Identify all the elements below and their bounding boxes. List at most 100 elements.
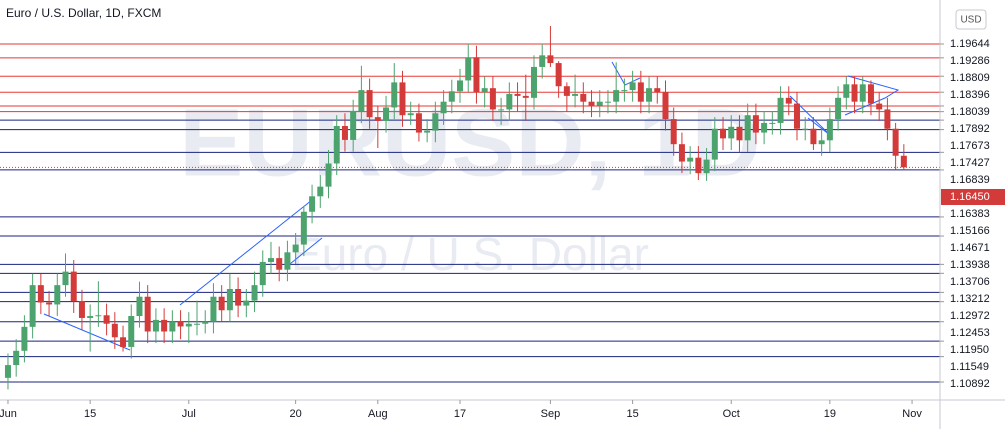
candle-body: [580, 93, 587, 102]
candle-body: [662, 92, 669, 120]
y-tick-label: 1.16383: [950, 208, 990, 220]
candle-body: [432, 113, 439, 131]
y-tick-label: 1.12972: [950, 310, 990, 322]
candle-body: [424, 130, 431, 133]
candle-body: [835, 97, 842, 120]
candle-body: [489, 88, 496, 110]
candle-body: [202, 321, 209, 324]
candle-body: [383, 107, 390, 122]
candle-body: [333, 126, 340, 164]
candle-body: [711, 128, 718, 160]
candle-body: [465, 57, 472, 81]
currency-label[interactable]: USD: [960, 15, 981, 26]
y-tick-label: 1.15166: [950, 225, 990, 237]
candle-body: [259, 261, 266, 286]
last-price-label: 1.16450: [950, 191, 990, 203]
candle-body: [29, 285, 36, 327]
candle-body: [621, 90, 628, 92]
candle-body: [169, 321, 176, 332]
x-tick-label: 20: [290, 408, 302, 420]
candle-body: [185, 323, 192, 327]
x-tick-label: 15: [626, 408, 638, 420]
candle-body: [120, 337, 127, 347]
candle-body: [350, 111, 357, 140]
candle-body: [646, 88, 653, 102]
x-tick-label: Sep: [541, 408, 561, 420]
candle-body: [596, 101, 603, 106]
candle-body: [407, 113, 414, 116]
candle-body: [128, 316, 135, 347]
candle-body: [136, 296, 143, 317]
candle-body: [341, 126, 348, 140]
candle-body: [161, 319, 168, 332]
candle-body: [818, 140, 825, 145]
y-tick-label: 1.13212: [950, 293, 990, 305]
candle-body: [21, 326, 28, 351]
candle-body: [391, 82, 398, 108]
candle-body: [218, 296, 225, 311]
y-tick-label: 1.18809: [950, 72, 990, 84]
candle-body: [752, 115, 759, 133]
y-tick-label: 1.18039: [950, 106, 990, 118]
candle-body: [317, 186, 324, 197]
candle-body: [769, 122, 776, 124]
candle-body: [473, 57, 480, 93]
y-tick-label: 1.11950: [950, 344, 989, 356]
candle-body: [300, 211, 307, 245]
y-tick-label: 1.16839: [950, 174, 990, 186]
candle-body: [530, 66, 537, 98]
x-tick-label: Aug: [368, 408, 388, 420]
candle-body: [4, 365, 11, 378]
candle-body: [103, 315, 110, 324]
candle-body: [572, 93, 579, 96]
x-tick-label: Jul: [182, 408, 196, 420]
trend-line: [844, 75, 900, 116]
candle-body: [876, 103, 883, 110]
trend-line: [43, 313, 131, 351]
candle-body: [481, 88, 488, 93]
candle-body: [457, 80, 464, 92]
candle-body: [777, 97, 784, 123]
candle-body: [498, 109, 505, 111]
candle-body: [276, 258, 283, 270]
candle-body: [851, 84, 858, 102]
candle-body: [292, 244, 299, 253]
candle-body: [687, 157, 694, 162]
y-tick-label: 1.17673: [950, 140, 990, 152]
candle-body: [448, 91, 455, 102]
candle-body: [226, 289, 233, 311]
candle-body: [374, 117, 381, 122]
candle-body: [843, 84, 850, 98]
x-tick-label: Nov: [902, 408, 922, 420]
y-tick-label: 1.18396: [950, 89, 990, 101]
candle-body: [744, 115, 751, 141]
candle-body: [37, 285, 44, 303]
candle-body: [785, 97, 792, 104]
candle-body: [284, 252, 291, 270]
y-tick-label: 1.11549: [950, 361, 989, 373]
y-tick-label: 1.19286: [950, 55, 990, 67]
candle-body: [793, 103, 800, 129]
candle-body: [859, 84, 866, 102]
candle-body: [440, 101, 447, 114]
y-tick-label: 1.13938: [950, 259, 990, 271]
candle-body: [70, 271, 77, 302]
watermark-subtitle: Euro / U.S. Dollar: [291, 228, 649, 280]
candle-body: [720, 128, 727, 139]
candle-body: [243, 300, 250, 306]
candle-body: [267, 258, 274, 262]
currency-button[interactable]: [955, 9, 987, 30]
candle-body: [95, 315, 102, 317]
y-tick-label: 1.14671: [950, 242, 990, 254]
candle-body: [399, 82, 406, 116]
candle-body: [251, 285, 258, 301]
candle-body: [826, 119, 833, 141]
candle-body: [695, 157, 702, 174]
candle-body: [13, 350, 20, 366]
candle-body: [194, 323, 201, 325]
candle-body: [670, 119, 677, 145]
y-tick-label: 1.17427: [950, 157, 990, 169]
candle-body: [555, 63, 562, 87]
